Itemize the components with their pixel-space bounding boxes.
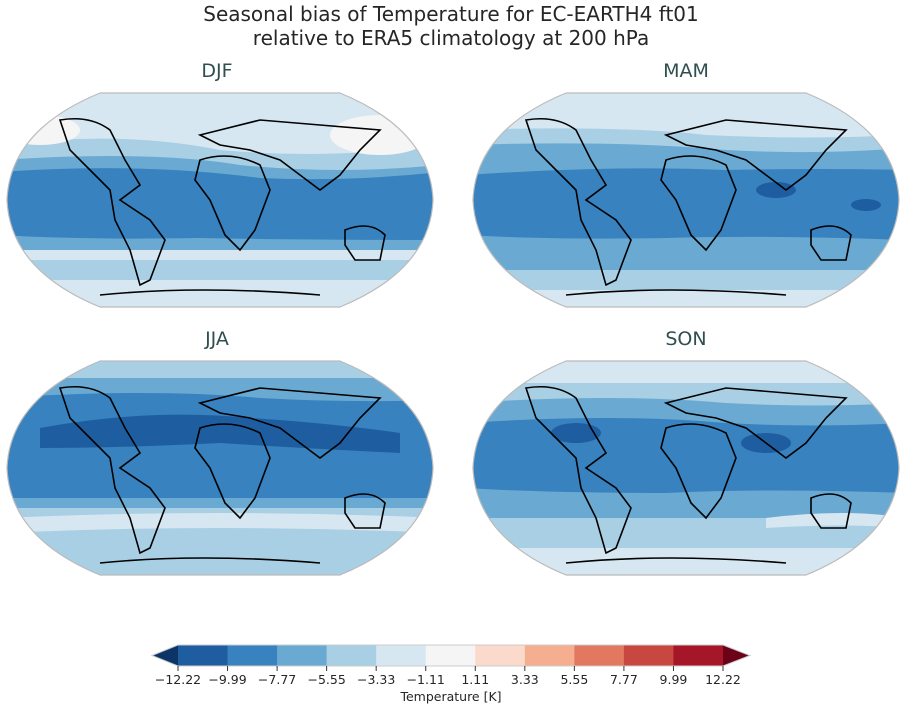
colorbar-tick-label: 12.22 <box>705 672 741 687</box>
panel-label-jja: JJA <box>205 328 229 350</box>
colorbar-tick-label: 1.11 <box>461 672 490 687</box>
panel-label-mam: MAM <box>663 60 709 82</box>
colorbar-tick-label: −3.33 <box>357 672 396 687</box>
colorbar-tick-label: 9.99 <box>659 672 688 687</box>
colorbar-tick-label: −5.55 <box>307 672 346 687</box>
colorbar-tick-label: 5.55 <box>560 672 589 687</box>
panel-label-son: SON <box>665 328 707 350</box>
panel-label-djf: DJF <box>201 60 233 82</box>
map-son <box>472 360 900 576</box>
map-mam <box>472 92 900 308</box>
colorbar-tick-label: −7.77 <box>257 672 297 687</box>
colorbar-tick-label: 7.77 <box>609 672 638 687</box>
colorbar-tick-label: −12.22 <box>154 672 202 687</box>
figure-title-line-2: relative to ERA5 climatology at 200 hPa <box>252 26 650 50</box>
map-jja <box>6 360 434 576</box>
colorbar-tick-label: −1.11 <box>406 672 445 687</box>
colorbar-tick-label: −9.99 <box>208 672 247 687</box>
colorbar-label: Temperature [K] <box>400 689 502 704</box>
colorbar-tick-label: 3.33 <box>510 672 539 687</box>
figure-title-line-1: Seasonal bias of Temperature for EC-EART… <box>203 2 699 26</box>
map-djf <box>6 92 434 308</box>
